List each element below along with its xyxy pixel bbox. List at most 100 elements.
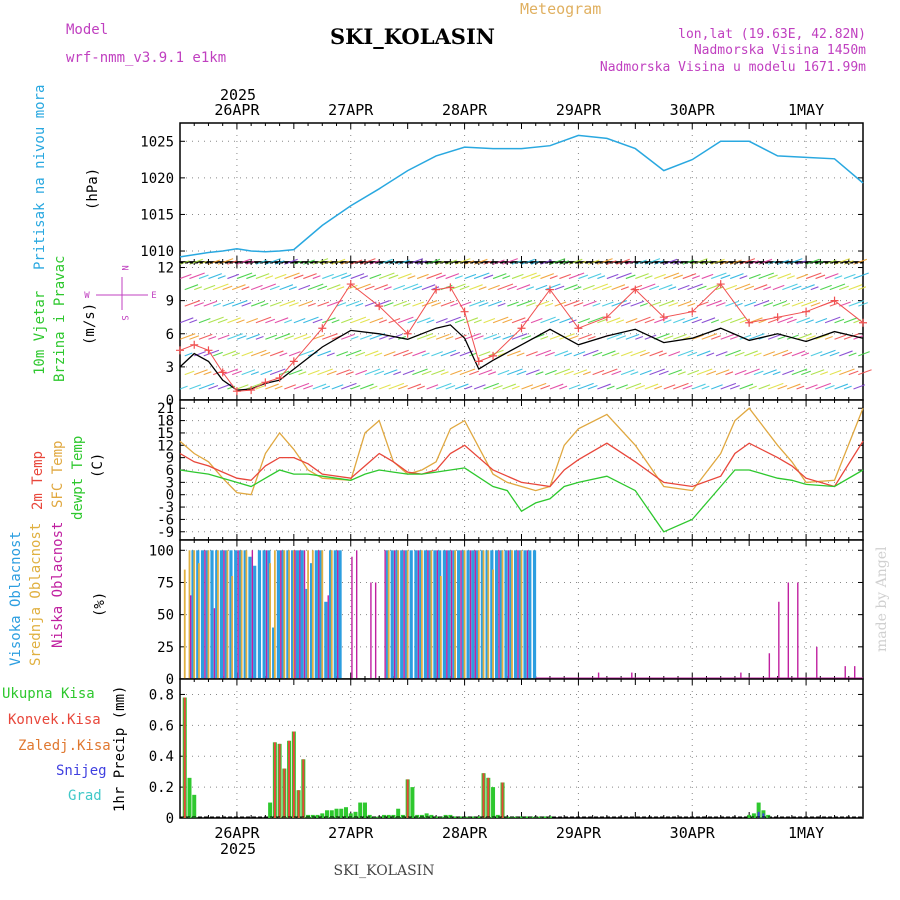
wind-arrow [189, 272, 205, 280]
wind-gust-marker [830, 296, 839, 305]
cloud-low-bar [740, 672, 742, 679]
wind-arrow [758, 319, 767, 324]
wind-arrow [260, 283, 277, 291]
wind-arrow [464, 385, 473, 390]
wind-arrow [445, 384, 456, 390]
wind-unit: (m/s) [82, 303, 98, 345]
wind-arrow [473, 272, 490, 280]
wind-arrow [587, 273, 602, 280]
wind-arrow [658, 284, 673, 291]
wind-arrow [464, 317, 479, 324]
pressure-unit: (hPa) [85, 168, 101, 210]
wind-arrow [269, 350, 284, 357]
wind-arrow [502, 318, 513, 324]
cloud-low-bar [474, 550, 476, 679]
wind-arrow [179, 385, 188, 390]
cloud-high-bar [461, 550, 465, 679]
wind-arrow [601, 285, 612, 291]
credit-label: made by Angel [874, 546, 890, 652]
wind-arrow [715, 351, 728, 357]
wind-arrow [805, 319, 814, 324]
cloud-low-bar [450, 550, 453, 679]
wind-arrow [701, 260, 712, 265]
wind-arrow [692, 318, 702, 324]
wind-arrow [711, 319, 720, 324]
wind-arrow [730, 335, 738, 340]
precip-conv-bar [288, 740, 291, 818]
precip-snow-bar [762, 813, 765, 818]
wind-arrow [777, 335, 786, 340]
wind-arrow [497, 283, 514, 291]
cloud-high-bar [423, 550, 428, 679]
wind-arrow [639, 283, 656, 291]
wind-arrow [554, 350, 569, 357]
wind-gust-marker [190, 340, 199, 349]
cloud-high-bar [248, 556, 252, 679]
wind-arrow [677, 300, 692, 307]
wind-arrow [236, 384, 249, 390]
wind-arrow [241, 286, 250, 291]
wind-arrow [483, 333, 498, 340]
wind-arrow [772, 284, 785, 291]
wind-arrow [687, 283, 703, 291]
wind-arrow [412, 368, 428, 376]
wind-arrow [639, 369, 652, 376]
wind-gust-marker [403, 329, 412, 338]
wind-arrow [464, 273, 477, 280]
wind-arrow [654, 317, 668, 324]
precip-total-bar [766, 814, 771, 818]
wind-gust-marker [446, 283, 455, 292]
cloud-mid-bar [207, 550, 210, 679]
wind-arrow [530, 382, 547, 390]
wind-arrow [554, 285, 565, 291]
cloud-low-bar [631, 672, 633, 679]
wind-arrow [582, 284, 595, 291]
precip-ytick-label-2: 0.4 [149, 749, 174, 765]
wind-arrow [815, 260, 824, 265]
wind-arrow [706, 284, 720, 291]
wind-arrow [483, 318, 496, 324]
wind-arrow [545, 369, 557, 376]
wind-arrow [445, 259, 458, 265]
wind-arrow [379, 272, 395, 280]
wind-arrow [502, 275, 511, 280]
wind-arrow [526, 302, 536, 307]
wind-arrow [416, 273, 429, 280]
wind-arrow [478, 286, 487, 291]
precip-total-bar [358, 802, 363, 818]
wind-gust-marker [631, 285, 640, 294]
wind-arrow [720, 260, 729, 265]
wind-arrow [748, 260, 759, 265]
wind-arrow [630, 371, 639, 376]
cloud-high-bar [191, 550, 195, 679]
wind-arrow [654, 385, 663, 390]
wind-arrow [682, 259, 695, 265]
wind-arrow [459, 368, 476, 376]
cloud-low-bar [427, 550, 429, 679]
wind-arrow [734, 369, 747, 376]
wind-arrow [435, 260, 444, 265]
cloud-high-bar [504, 550, 508, 679]
cloud-low-bar [223, 550, 225, 679]
wind-arrow [625, 382, 642, 390]
wind-arrow [848, 370, 859, 376]
wind-arrow [464, 260, 475, 265]
wind-gust-marker [773, 313, 782, 322]
wind-arrow [516, 352, 525, 357]
wind-arrow [649, 350, 664, 357]
wind-arrow [673, 274, 683, 280]
wind-arrow [469, 284, 483, 291]
wind-arrow [611, 300, 628, 307]
precip-ytick-label-1: 0.2 [149, 780, 174, 796]
cloud-low-bar [237, 550, 239, 679]
wind-arrow [578, 333, 592, 340]
wind-arrow [516, 370, 527, 376]
cloud-high-bar [281, 550, 285, 679]
wind-arrow [440, 349, 457, 357]
cloud-mid-bar [430, 550, 433, 679]
pressure-title: Pritisak na nivou mora [32, 85, 48, 270]
wind-arrow [824, 384, 835, 390]
wind-gust-marker [716, 280, 725, 289]
precip-total-label: Ukupna Kisa [2, 686, 95, 702]
